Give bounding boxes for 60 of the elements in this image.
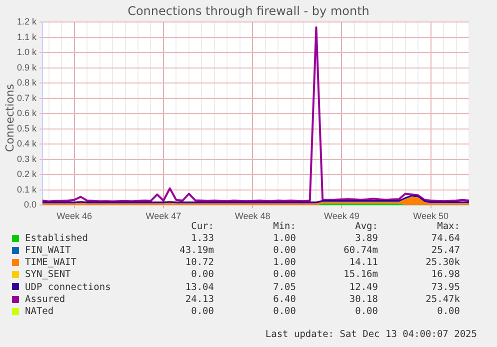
text: 15.16m xyxy=(342,268,378,281)
text: 1.00 xyxy=(272,232,296,244)
legend-label: SYN_SENT xyxy=(24,268,72,281)
text: Last update: Sat Dec 13 04:00:07 2025 xyxy=(265,329,477,340)
y-tick-label: 0.5 k xyxy=(16,123,38,134)
x-tick-label: Week 49 xyxy=(324,211,360,222)
x-tick-label: Week 47 xyxy=(146,211,182,222)
text: 24.13 xyxy=(184,293,214,306)
x-tick-label: Week 46 xyxy=(56,211,92,222)
text: 43.19m xyxy=(178,244,214,257)
text: Cur: xyxy=(190,220,214,232)
y-tick-label: 0.4 k xyxy=(16,138,38,149)
y-tick-label: 1.0 k xyxy=(16,47,38,58)
text: 30.18 xyxy=(348,293,378,306)
text: 0.00 xyxy=(190,305,214,318)
y-tick-label: 0.3 k xyxy=(16,154,38,164)
x-tick-label: Week 48 xyxy=(234,211,270,222)
legend-label: Assured xyxy=(24,293,66,306)
x-tick-label: Week 50 xyxy=(413,211,448,222)
y-tick-label: 0.7 k xyxy=(16,92,38,103)
legend-label: UDP connections xyxy=(24,280,112,294)
legend-label: NATed xyxy=(24,305,55,318)
legend-label: FIN_WAIT xyxy=(24,244,72,257)
text: 0.00 xyxy=(272,244,296,257)
chart-title: Connections through firewall - by month xyxy=(126,4,370,18)
y-tick-label: 0.2 k xyxy=(16,169,38,180)
y-axis-title: Connections xyxy=(4,84,16,152)
legend-label: TIME_WAIT xyxy=(24,256,78,269)
text: 3.89 xyxy=(354,232,378,244)
text: 0.00 xyxy=(272,305,296,318)
text: 0.00 xyxy=(354,305,378,318)
y-tick-label: 0.6 k xyxy=(16,108,38,118)
text: 16.98 xyxy=(430,268,460,281)
y-tick-label: 0.0 xyxy=(24,200,37,210)
text: 25.47k xyxy=(424,293,460,306)
text: 10.72 xyxy=(184,256,214,269)
text: Min: xyxy=(272,220,296,232)
legend-label: Established xyxy=(24,232,89,244)
text: Avg: xyxy=(354,220,378,232)
text: 0.00 xyxy=(272,268,296,281)
y-tick-label: 1.2 k xyxy=(16,16,38,26)
y-tick-label: 0.1 k xyxy=(16,184,38,194)
text: 74.64 xyxy=(430,232,460,244)
y-tick-label: 1.1 k xyxy=(16,32,38,42)
text: 25.47 xyxy=(430,244,460,257)
y-tick-label: 0.8 k xyxy=(16,78,38,88)
text: 12.49 xyxy=(348,280,378,294)
text: 6.40 xyxy=(272,293,296,306)
text: 1.33 xyxy=(190,232,214,244)
text: 1.00 xyxy=(272,256,296,269)
text: 60.74m xyxy=(342,244,378,257)
text: 14.11 xyxy=(348,256,378,269)
text: 0.00 xyxy=(190,268,214,281)
text: 0.00 xyxy=(436,305,460,318)
text: 13.04 xyxy=(184,280,214,294)
text: 25.30k xyxy=(424,256,460,269)
text: 7.05 xyxy=(272,280,296,294)
y-tick-label: 0.9 k xyxy=(16,62,38,72)
text: Max: xyxy=(436,220,460,232)
text: 73.95 xyxy=(430,280,460,294)
